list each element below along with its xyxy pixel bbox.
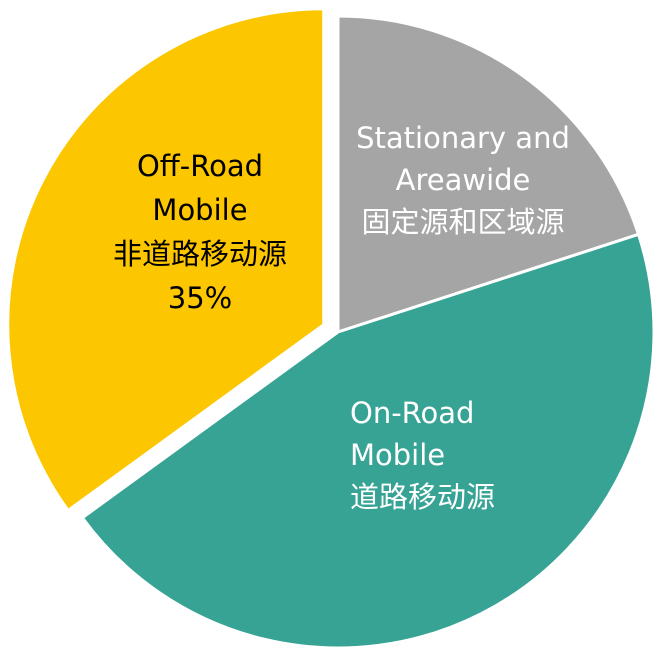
slice-label: Areawide	[396, 163, 531, 197]
slice-label: 固定源和区域源	[361, 205, 564, 239]
pie-slice	[336, 14, 641, 335]
pie-slice	[80, 232, 656, 648]
value-label: 35%	[168, 281, 232, 315]
slice-label: Mobile	[152, 193, 247, 227]
slice-label: Stationary and	[356, 121, 570, 155]
slice-label: 非道路移动源	[113, 237, 287, 271]
slice-label: 道路移动源	[350, 480, 495, 514]
slice-label: Off-Road	[137, 149, 263, 183]
slice-label: On-Road	[350, 396, 474, 430]
slice-label: Mobile	[350, 438, 445, 472]
pie-slice	[6, 7, 326, 513]
